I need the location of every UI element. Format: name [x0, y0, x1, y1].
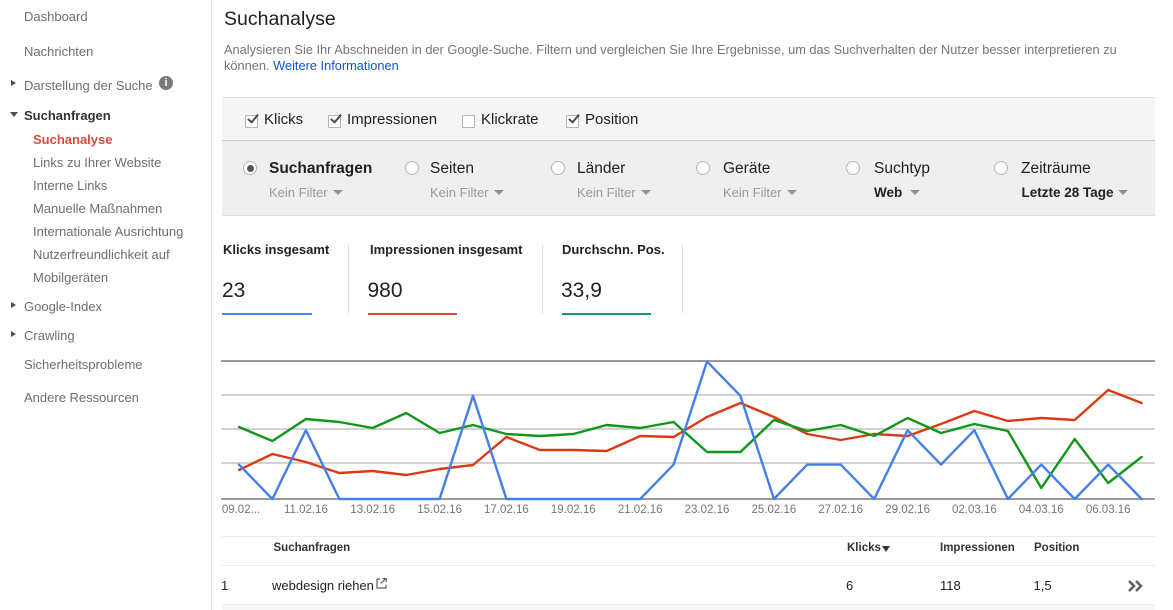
svg-text:13.02.16: 13.02.16 [350, 504, 395, 516]
svg-text:06.03.16: 06.03.16 [1086, 504, 1131, 516]
svg-text:25.02.16: 25.02.16 [752, 504, 797, 516]
svg-text:04.03.16: 04.03.16 [1019, 504, 1064, 516]
svg-text:17.02.16: 17.02.16 [484, 504, 529, 516]
svg-text:19.02.16: 19.02.16 [551, 504, 596, 516]
svg-text:21.02.16: 21.02.16 [618, 504, 663, 516]
svg-text:27.02.16: 27.02.16 [818, 504, 863, 516]
svg-text:15.02.16: 15.02.16 [417, 504, 462, 516]
svg-text:23.02.16: 23.02.16 [685, 504, 730, 516]
svg-text:11.02.16: 11.02.16 [284, 504, 328, 516]
svg-text:09.02...: 09.02... [222, 504, 260, 516]
svg-text:29.02.16: 29.02.16 [885, 504, 930, 516]
svg-text:02.03.16: 02.03.16 [952, 504, 997, 516]
